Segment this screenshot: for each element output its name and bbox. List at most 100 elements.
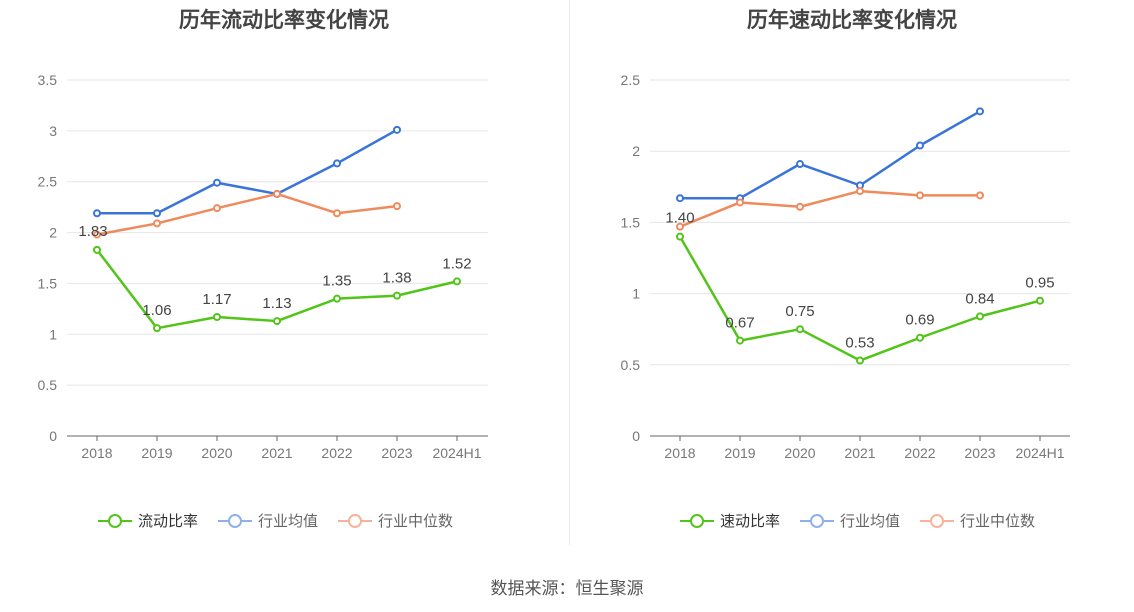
data-point bbox=[93, 209, 101, 218]
data-point bbox=[676, 232, 684, 241]
data-point bbox=[273, 189, 281, 198]
legend-item-quick-ratio[interactable]: 速动比率 bbox=[680, 510, 780, 531]
quick-ratio-chart-panel: 历年速动比率变化情况 0 0.5 1 1.5 2 2.5 2018 2019 2020 2021 2… bbox=[570, 0, 1134, 548]
chart-legend: 速动比率 行业均值 行业中位数 bbox=[680, 510, 1035, 531]
x-tick-label: 2023 bbox=[964, 445, 995, 461]
data-point bbox=[393, 202, 401, 211]
legend-label: 行业均值 bbox=[258, 513, 319, 530]
data-point bbox=[676, 222, 684, 231]
data-point bbox=[213, 178, 221, 187]
legend-item-industry-mean[interactable]: 行业均值 bbox=[800, 510, 900, 531]
x-tick-label: 2022 bbox=[904, 445, 935, 461]
data-point bbox=[736, 336, 744, 345]
x-tick-label: 2021 bbox=[844, 445, 875, 461]
data-label: 0.95 bbox=[1025, 275, 1054, 292]
legend-item-industry-median[interactable]: 行业中位数 bbox=[920, 510, 1035, 531]
data-label: 1.13 bbox=[262, 295, 291, 312]
y-tick-label: 2.5 bbox=[38, 174, 58, 190]
current-ratio-chart-panel: 历年流动比率变化情况 0 0.5 1 1.5 2 2.5 3 3.5 2018 2019 2020 2… bbox=[0, 0, 568, 548]
data-point bbox=[796, 325, 804, 334]
legend-swatch-icon bbox=[98, 513, 132, 529]
x-tick-label: 2023 bbox=[381, 445, 412, 461]
x-tick-label: 2021 bbox=[261, 445, 292, 461]
y-tick-label: 0.5 bbox=[38, 377, 58, 393]
series-line bbox=[679, 189, 980, 228]
data-label: 1.35 bbox=[322, 273, 351, 290]
data-label: 1.52 bbox=[442, 255, 471, 272]
data-point bbox=[93, 230, 101, 239]
data-point bbox=[333, 209, 341, 218]
y-tick-label: 2 bbox=[632, 143, 640, 159]
y-tick-label: 2 bbox=[49, 225, 57, 241]
data-point bbox=[676, 194, 684, 203]
legend-swatch-icon bbox=[218, 513, 253, 529]
y-tick-label: 1 bbox=[632, 286, 640, 302]
data-label: 1.06 bbox=[142, 302, 171, 319]
data-point bbox=[856, 356, 864, 365]
data-point bbox=[153, 219, 161, 228]
data-label: 1.17 bbox=[202, 291, 231, 308]
data-point bbox=[393, 291, 401, 300]
series-line bbox=[96, 192, 398, 236]
x-tick-label: 2018 bbox=[81, 445, 112, 461]
data-label: 0.84 bbox=[965, 290, 994, 307]
y-tick-label: 1.5 bbox=[38, 275, 58, 291]
x-tick-label: 2024H1 bbox=[432, 445, 481, 461]
data-point bbox=[453, 277, 461, 286]
y-tick-label: 0 bbox=[49, 428, 57, 444]
data-label: 0.67 bbox=[725, 315, 754, 332]
panel-divider bbox=[569, 0, 570, 545]
data-point bbox=[333, 294, 341, 303]
data-point bbox=[736, 198, 744, 207]
data-point bbox=[796, 202, 804, 211]
y-tick-label: 1.5 bbox=[621, 214, 641, 230]
legend-label: 流动比率 bbox=[138, 513, 199, 530]
y-tick-label: 0 bbox=[632, 428, 640, 444]
data-point bbox=[93, 245, 101, 254]
x-tick-label: 2018 bbox=[664, 445, 695, 461]
data-label: 0.75 bbox=[785, 303, 814, 320]
data-label: 1.83 bbox=[78, 223, 107, 240]
data-label: 0.69 bbox=[905, 312, 934, 329]
x-tick-label: 2020 bbox=[201, 445, 232, 461]
data-point bbox=[976, 191, 984, 200]
data-point bbox=[916, 141, 924, 150]
data-label: 1.40 bbox=[665, 210, 694, 227]
legend-label: 行业均值 bbox=[840, 513, 901, 530]
data-label: 1.38 bbox=[382, 270, 411, 287]
legend-swatch-icon bbox=[680, 513, 714, 529]
legend-item-industry-median[interactable]: 行业中位数 bbox=[338, 510, 453, 531]
x-tick-label: 2019 bbox=[141, 445, 172, 461]
data-point bbox=[1036, 296, 1044, 305]
y-tick-label: 2.5 bbox=[621, 72, 641, 88]
legend-swatch-icon bbox=[920, 513, 955, 529]
x-tick-label: 2020 bbox=[784, 445, 815, 461]
legend-item-industry-mean[interactable]: 行业均值 bbox=[218, 510, 318, 531]
data-point bbox=[856, 187, 864, 196]
x-tick-label: 2022 bbox=[321, 445, 352, 461]
data-point bbox=[976, 107, 984, 116]
data-point bbox=[153, 324, 161, 333]
y-tick-label: 1 bbox=[49, 326, 57, 342]
series-line bbox=[97, 128, 398, 215]
data-label: 0.53 bbox=[845, 335, 874, 352]
legend-swatch-icon bbox=[800, 513, 835, 529]
data-point bbox=[213, 312, 221, 321]
y-tick-label: 0.5 bbox=[621, 357, 641, 373]
y-tick-label: 3.5 bbox=[38, 72, 58, 88]
chart-title: 历年流动比率变化情况 bbox=[179, 9, 389, 32]
x-tick-label: 2019 bbox=[724, 445, 755, 461]
quick-ratio-chart: 0 0.5 1 1.5 2 2.5 2018 2019 2020 2021 2022 2023 2024… bbox=[621, 72, 1070, 461]
chart-title: 历年速动比率变化情况 bbox=[747, 9, 957, 32]
data-point bbox=[213, 204, 221, 213]
data-source-note: 数据来源：恒生聚源 bbox=[490, 579, 644, 598]
legend-swatch-icon bbox=[338, 513, 373, 529]
series-line bbox=[680, 110, 981, 200]
x-tick-label: 2024H1 bbox=[1015, 445, 1064, 461]
data-point bbox=[273, 317, 281, 326]
legend-label: 行业中位数 bbox=[960, 513, 1036, 530]
legend-item-current-ratio[interactable]: 流动比率 bbox=[98, 510, 198, 531]
data-point bbox=[333, 159, 341, 168]
data-point bbox=[393, 125, 401, 134]
